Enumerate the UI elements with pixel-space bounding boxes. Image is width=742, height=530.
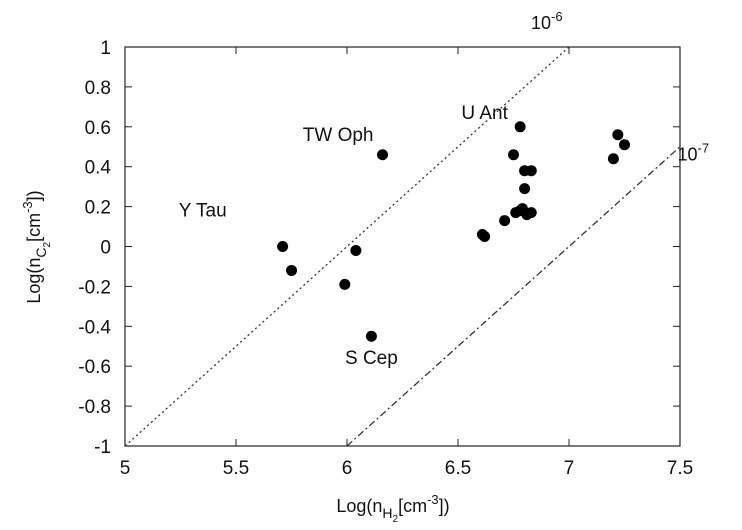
data-point: [377, 149, 389, 161]
y-tick-label: -0.2: [78, 277, 111, 298]
data-points: [277, 121, 630, 342]
plot-frame: [124, 46, 681, 447]
y-tick-label: 0.2: [85, 198, 111, 219]
data-point: [525, 165, 537, 177]
data-point: [286, 264, 297, 276]
data-point: [619, 139, 630, 151]
star-label: U Ant: [461, 103, 508, 124]
reference-line-1: [346, 146, 681, 447]
y-tick-label: 0: [100, 238, 111, 259]
x-tick-label: 5.5: [223, 458, 249, 479]
data-point: [519, 183, 531, 195]
data-point: [350, 244, 362, 256]
x-tick-label: 5: [120, 458, 131, 479]
data-point: [525, 207, 537, 219]
data-point: [508, 149, 519, 161]
y-tick-label: -0.4: [78, 317, 111, 338]
data-point: [499, 215, 511, 227]
reference-line-label: 10-7: [678, 141, 710, 165]
x-tick-label: 7: [564, 458, 575, 479]
x-tick-label: 6.5: [445, 458, 471, 479]
y-tick-label: -0.6: [78, 357, 111, 378]
reference-line-label: 10-6: [531, 9, 563, 33]
y-tick-label: 0.8: [85, 78, 111, 99]
data-point: [514, 121, 526, 133]
annotations: Y Tau TW Oph U Ant S Cep: [179, 103, 509, 369]
star-label: S Cep: [345, 348, 398, 369]
y-tick-label: -1: [94, 437, 111, 458]
y-tick-label: 1: [100, 38, 111, 59]
star-label: TW Oph: [303, 125, 374, 146]
x-tick-label: 7.5: [667, 458, 693, 479]
x-axis-title: Log(nH2[cm-3]): [336, 492, 449, 525]
y-tick-label: 0.4: [85, 158, 112, 179]
y-tick-label: 0.6: [85, 118, 111, 139]
y-axis-title: Log(nC2[cm-3]): [20, 190, 53, 303]
y-tick-label: -0.8: [78, 397, 111, 418]
axis-ticks: 5 5.5 6 6.5 7 7.5 1 0.8 0.6 0.4 0.2 0 -0.2 -0.4 -0.6 -0…: [78, 38, 693, 479]
data-point: [607, 153, 619, 165]
data-point: [479, 231, 491, 243]
x-tick-label: 6: [342, 458, 353, 479]
star-label: Y Tau: [179, 201, 227, 222]
data-point: [339, 278, 351, 290]
data-point: [365, 330, 377, 342]
data-point: [612, 129, 624, 141]
data-point: [277, 241, 289, 252]
reference-lines: 10-6 10-7: [124, 9, 710, 447]
